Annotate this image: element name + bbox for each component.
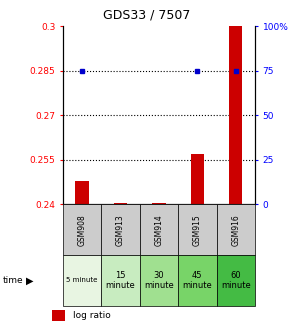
- Bar: [229, 26, 242, 204]
- Bar: [52, 309, 65, 321]
- Text: GSM916: GSM916: [231, 214, 240, 246]
- Bar: [217, 204, 255, 255]
- Bar: [191, 154, 204, 204]
- Text: 15
minute: 15 minute: [106, 271, 135, 290]
- Bar: [178, 204, 217, 255]
- Bar: [101, 255, 140, 306]
- Text: GSM913: GSM913: [116, 214, 125, 246]
- Text: GDS33 / 7507: GDS33 / 7507: [103, 8, 190, 21]
- Bar: [140, 204, 178, 255]
- Text: 45
minute: 45 minute: [183, 271, 212, 290]
- Bar: [217, 255, 255, 306]
- Bar: [114, 203, 127, 204]
- Bar: [140, 255, 178, 306]
- Bar: [152, 203, 166, 204]
- Text: time: time: [3, 276, 23, 285]
- Text: GSM915: GSM915: [193, 214, 202, 246]
- Bar: [63, 204, 101, 255]
- Bar: [101, 204, 140, 255]
- Text: 60
minute: 60 minute: [221, 271, 251, 290]
- Bar: [178, 255, 217, 306]
- Text: GSM908: GSM908: [78, 214, 87, 246]
- Text: 30
minute: 30 minute: [144, 271, 174, 290]
- Text: 5 minute: 5 minute: [67, 277, 98, 284]
- Text: log ratio: log ratio: [73, 311, 111, 320]
- Bar: [76, 181, 89, 204]
- Bar: [63, 255, 101, 306]
- Text: GSM914: GSM914: [154, 214, 163, 246]
- Text: ▶: ▶: [25, 275, 33, 285]
